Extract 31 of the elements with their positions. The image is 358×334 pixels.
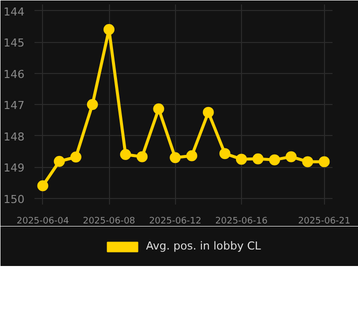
point [252,153,264,164]
point [37,180,48,192]
x-tick-label: 2025-06-08 [82,216,136,226]
y-tick-label: 149 [4,162,25,174]
y-tick-label: 146 [4,68,25,81]
point [318,156,330,168]
point [236,154,247,165]
point [202,106,214,118]
y-tick-label: 148 [4,130,25,144]
point [136,151,148,162]
x-tick-label: 2025-06-21 [298,216,350,226]
point [186,150,198,162]
y-tick-label: 147 [4,99,25,112]
point [104,24,114,35]
legend-label: Avg. pos. in lobby CL [146,240,261,252]
y-tick-label: 150 [4,192,25,206]
x-tick-label: 2025-06-04 [16,216,70,226]
point [120,149,132,160]
point [269,154,280,166]
point [170,152,181,164]
point [86,99,98,110]
point [70,152,82,162]
y-tick-label: 145 [4,36,25,50]
point [153,103,164,114]
point [219,148,230,160]
point [286,151,297,162]
point [302,156,314,168]
x-tick-label: 2025-06-16 [215,216,268,226]
y-tick-label: 144 [4,5,25,18]
x-tick-label: 2025-06-12 [149,216,202,226]
point [54,156,65,167]
